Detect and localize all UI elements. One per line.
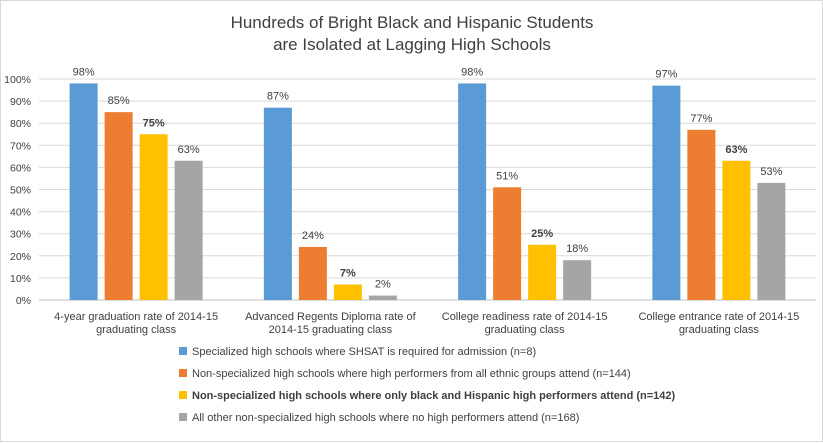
bar-2-0: [458, 83, 487, 300]
legend-label: Non-specialized high schools where high …: [192, 368, 631, 380]
category-label: 4-year graduation rate of 2014-15 graduat…: [54, 311, 218, 336]
y-tick-label: 0%: [16, 295, 31, 307]
data-label: 63%: [725, 144, 747, 156]
data-labels: 98% 85% 75% 63% 87% 24% 7% 2% 98% 51% 25% 18% 97% 77%…: [73, 66, 783, 290]
chart-title-line: are Isolated at Lagging High Schools: [273, 35, 551, 54]
y-tick-label: 80%: [10, 118, 31, 130]
legend-swatch: [179, 391, 187, 399]
bar-3-1: [687, 129, 716, 300]
data-label: 53%: [760, 166, 782, 178]
y-tick-label: 40%: [10, 207, 31, 219]
bar-1-0: [263, 107, 292, 300]
data-label: 25%: [531, 228, 553, 240]
category-label: College entrance rate of 2014-15 graduati…: [638, 311, 799, 336]
data-label: 85%: [108, 95, 130, 107]
data-label: 98%: [73, 66, 95, 78]
y-tick-label: 30%: [10, 229, 31, 241]
data-label: 87%: [267, 91, 289, 103]
y-tick-label: 50%: [10, 185, 31, 197]
bar-1-3: [368, 295, 397, 300]
y-tick-label: 90%: [10, 96, 31, 108]
bar-2-2: [528, 244, 557, 300]
category-label: College readiness rate of 2014-15 graduat…: [442, 311, 608, 336]
bar-1-1: [298, 246, 327, 300]
data-label: 77%: [690, 113, 712, 125]
data-label: 97%: [655, 69, 677, 81]
legend-item: Specialized high schools where SHSAT is …: [179, 346, 536, 358]
chart-title: Hundreds of Bright Black and Hispanic St…: [231, 13, 594, 54]
legend-label: Specialized high schools where SHSAT is …: [192, 346, 536, 358]
data-label: 24%: [302, 230, 324, 242]
y-axis-ticks: 0% 10% 20% 30% 40% 50% 60% 70% 80% 90% 100%: [4, 74, 31, 307]
data-label: 18%: [566, 243, 588, 255]
legend-item: Non-specialized high schools where only …: [179, 390, 676, 402]
legend: Specialized high schools where SHSAT is …: [179, 346, 676, 424]
bar-0-1: [104, 112, 133, 301]
data-label: 2%: [375, 279, 391, 291]
data-label: 7%: [340, 268, 356, 280]
bar-1-2: [333, 284, 362, 300]
y-tick-label: 60%: [10, 162, 31, 174]
y-tick-label: 10%: [10, 273, 31, 285]
legend-item: Non-specialized high schools where high …: [179, 368, 631, 380]
gridlines: [39, 78, 816, 301]
bar-2-3: [563, 260, 592, 300]
legend-item: All other non-specialized high schools w…: [179, 412, 579, 424]
bar-3-0: [652, 85, 681, 300]
bar-3-3: [757, 182, 786, 300]
data-label: 98%: [461, 66, 483, 78]
bar-3-2: [722, 160, 751, 300]
bars: [69, 83, 786, 301]
y-tick-label: 100%: [4, 74, 31, 86]
data-label: 51%: [496, 170, 518, 182]
bar-0-2: [139, 134, 168, 300]
bar-2-1: [493, 187, 522, 300]
legend-swatch: [179, 369, 187, 377]
bar-0-0: [69, 83, 98, 300]
data-label: 63%: [178, 144, 200, 156]
bar-0-3: [174, 160, 203, 300]
y-tick-label: 20%: [10, 251, 31, 263]
x-axis-categories: 4-year graduation rate of 2014-15 graduat…: [54, 311, 799, 336]
legend-swatch: [179, 347, 187, 355]
category-label: Advanced Regents Diploma rate of 2014-15 …: [245, 311, 417, 336]
chart-title-line: Hundreds of Bright Black and Hispanic St…: [231, 13, 594, 32]
legend-label: Non-specialized high schools where only …: [192, 390, 676, 402]
legend-swatch: [179, 413, 187, 421]
legend-label: All other non-specialized high schools w…: [192, 412, 579, 424]
data-label: 75%: [143, 117, 165, 129]
y-tick-label: 70%: [10, 140, 31, 152]
